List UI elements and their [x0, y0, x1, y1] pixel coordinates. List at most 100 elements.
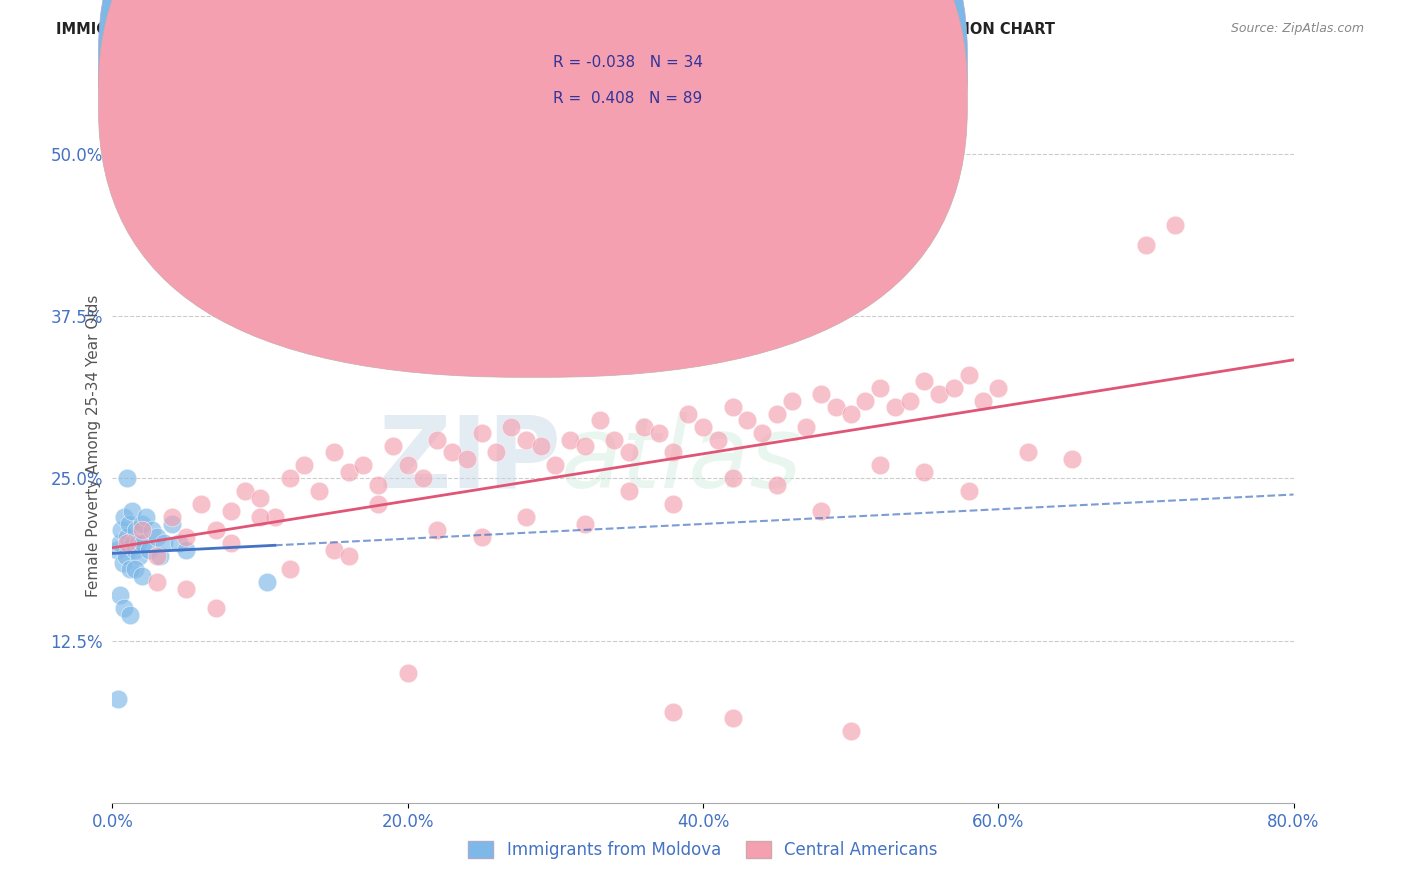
Point — [382, 439, 405, 453]
Point — [869, 381, 891, 395]
Point — [110, 524, 132, 538]
Point — [112, 601, 135, 615]
Point — [205, 524, 228, 538]
Text: ZIP: ZIP — [378, 412, 561, 508]
Point — [957, 484, 980, 499]
Point — [205, 601, 228, 615]
Point — [249, 491, 271, 505]
Text: R =  0.408   N = 89: R = 0.408 N = 89 — [553, 91, 702, 105]
Point — [367, 497, 389, 511]
Point — [426, 433, 449, 447]
Point — [146, 549, 169, 564]
Point — [128, 549, 150, 564]
Point — [647, 425, 671, 440]
Point — [122, 536, 145, 550]
Point — [619, 484, 641, 499]
Point — [167, 536, 190, 550]
Point — [125, 524, 148, 538]
Legend: Immigrants from Moldova, Central Americans: Immigrants from Moldova, Central America… — [461, 834, 945, 866]
Y-axis label: Female Poverty Among 25-34 Year Olds: Female Poverty Among 25-34 Year Olds — [86, 295, 101, 597]
Point — [367, 478, 389, 492]
Point — [124, 562, 146, 576]
Point — [278, 471, 301, 485]
Point — [131, 524, 153, 538]
Point — [810, 504, 832, 518]
Point — [174, 530, 197, 544]
Point — [105, 542, 128, 557]
Point — [1135, 238, 1157, 252]
Point — [352, 458, 374, 473]
Point — [219, 504, 242, 518]
Point — [619, 445, 641, 459]
Point — [426, 524, 449, 538]
Point — [914, 374, 936, 388]
Text: atlas: atlas — [561, 412, 803, 508]
Point — [233, 484, 256, 499]
Point — [810, 387, 832, 401]
Point — [780, 393, 803, 408]
Point — [1062, 452, 1084, 467]
Point — [120, 562, 142, 576]
Point — [174, 542, 197, 557]
Point — [146, 575, 169, 590]
Point — [942, 381, 965, 395]
Point — [117, 530, 138, 544]
Point — [120, 607, 142, 622]
Point — [470, 425, 494, 440]
Point — [633, 419, 655, 434]
Point — [928, 387, 950, 401]
Text: IMMIGRANTS FROM MOLDOVA VS CENTRAL AMERICAN FEMALE POVERTY AMONG 25-34 YEAR OLDS: IMMIGRANTS FROM MOLDOVA VS CENTRAL AMERI… — [56, 22, 1056, 37]
Point — [108, 536, 131, 550]
Point — [278, 562, 301, 576]
Point — [107, 692, 129, 706]
Point — [117, 536, 138, 550]
Point — [190, 497, 212, 511]
Point — [396, 666, 419, 681]
Point — [485, 445, 508, 459]
Point — [174, 582, 197, 596]
Point — [117, 471, 138, 485]
Point — [678, 407, 700, 421]
Point — [249, 510, 271, 524]
Point — [662, 705, 685, 719]
Point — [135, 510, 157, 524]
Point — [131, 516, 153, 531]
Point — [337, 549, 360, 564]
Point — [737, 413, 759, 427]
Point — [118, 516, 141, 531]
Point — [766, 407, 789, 421]
Point — [441, 445, 464, 459]
Point — [111, 556, 134, 570]
Point — [560, 433, 582, 447]
Point — [824, 400, 846, 414]
Point — [160, 510, 183, 524]
Point — [973, 393, 995, 408]
Point — [292, 458, 315, 473]
Point — [1164, 219, 1187, 233]
Point — [264, 510, 287, 524]
Point — [308, 484, 330, 499]
Point — [256, 575, 278, 590]
Point — [470, 530, 494, 544]
Point — [796, 419, 818, 434]
Point — [131, 568, 153, 582]
Point — [692, 419, 714, 434]
Point — [149, 549, 172, 564]
Point — [721, 400, 744, 414]
Point — [132, 536, 155, 550]
Point — [884, 400, 907, 414]
Point — [456, 452, 478, 467]
Point — [766, 478, 789, 492]
Point — [501, 419, 523, 434]
Point — [323, 542, 346, 557]
Point — [662, 497, 685, 511]
Point — [141, 524, 163, 538]
Point — [839, 724, 862, 739]
Point — [112, 510, 135, 524]
Point — [914, 465, 936, 479]
Point — [662, 445, 685, 459]
Text: R = -0.038   N = 34: R = -0.038 N = 34 — [553, 55, 703, 70]
Point — [515, 510, 537, 524]
Point — [114, 549, 136, 564]
Point — [146, 530, 169, 544]
